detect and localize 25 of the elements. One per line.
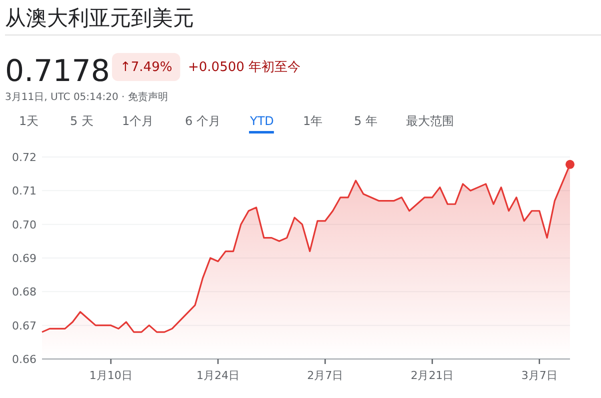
x-tick-label: 1月10日	[89, 369, 132, 382]
y-tick-label: 0.70	[12, 218, 36, 232]
text: ↑7.49%	[120, 60, 172, 75]
chart-title: 从澳大利亚元到美元	[5, 6, 194, 30]
text: 5 年	[354, 114, 378, 128]
x-tick-label: 3月7日	[521, 369, 558, 382]
text: +0.0500 年初至今	[188, 60, 301, 75]
text: 1年	[303, 114, 323, 128]
y-tick-label: 0.66	[12, 353, 36, 366]
y-tick-label: 0.71	[12, 184, 36, 198]
text: 1天	[19, 114, 39, 128]
text: 1个月	[122, 114, 154, 128]
text: 0.7178	[5, 54, 110, 89]
x-tick-label: 1月24日	[196, 369, 240, 382]
text: 3月11日, UTC 05:14:20 · 免责声明	[5, 91, 168, 103]
x-tick-label: 2月7日	[307, 369, 344, 382]
text: YTD	[249, 114, 274, 128]
y-tick-label: 0.72	[12, 151, 36, 164]
y-tick-label: 0.68	[12, 286, 36, 299]
x-tick-label: 2月21日	[410, 369, 454, 382]
text: 5 天	[70, 114, 94, 128]
text: 6 个月	[185, 114, 220, 128]
y-tick-label: 0.67	[12, 319, 36, 332]
text: 最大范围	[406, 114, 454, 128]
y-tick-label: 0.69	[12, 252, 36, 265]
